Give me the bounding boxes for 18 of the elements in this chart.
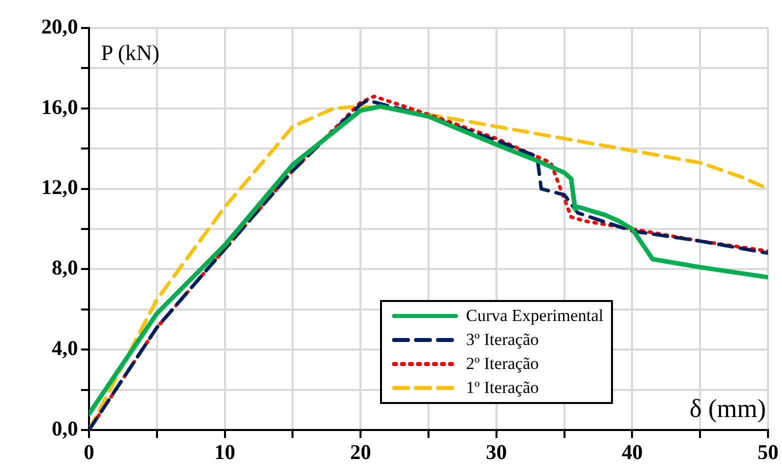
legend-label: 3º Iteração	[466, 330, 539, 350]
legend-label: 2º Iteração	[466, 354, 539, 374]
x-tick-label: 40	[622, 440, 643, 464]
y-tick-label: 8,0	[52, 256, 78, 280]
y-axis-title: P (kN)	[101, 40, 160, 65]
legend-label: 1º Iteração	[466, 378, 539, 398]
x-axis-title: δ (mm)	[689, 394, 766, 423]
legend-label: Curva Experimental	[466, 306, 604, 326]
y-tick-label: 0,0	[52, 416, 78, 440]
y-tick-label: 16,0	[41, 94, 78, 119]
x-tick-label: 50	[758, 440, 778, 464]
x-tick-label: 20	[350, 440, 372, 464]
x-tick-label: 0	[84, 440, 94, 464]
x-tick-label: 10	[214, 440, 236, 464]
x-tick-label: 30	[486, 440, 507, 464]
y-tick-label: 12,0	[41, 175, 78, 200]
y-tick-label: 4,0	[52, 336, 78, 360]
y-tick-label: 20,0	[41, 14, 78, 38]
